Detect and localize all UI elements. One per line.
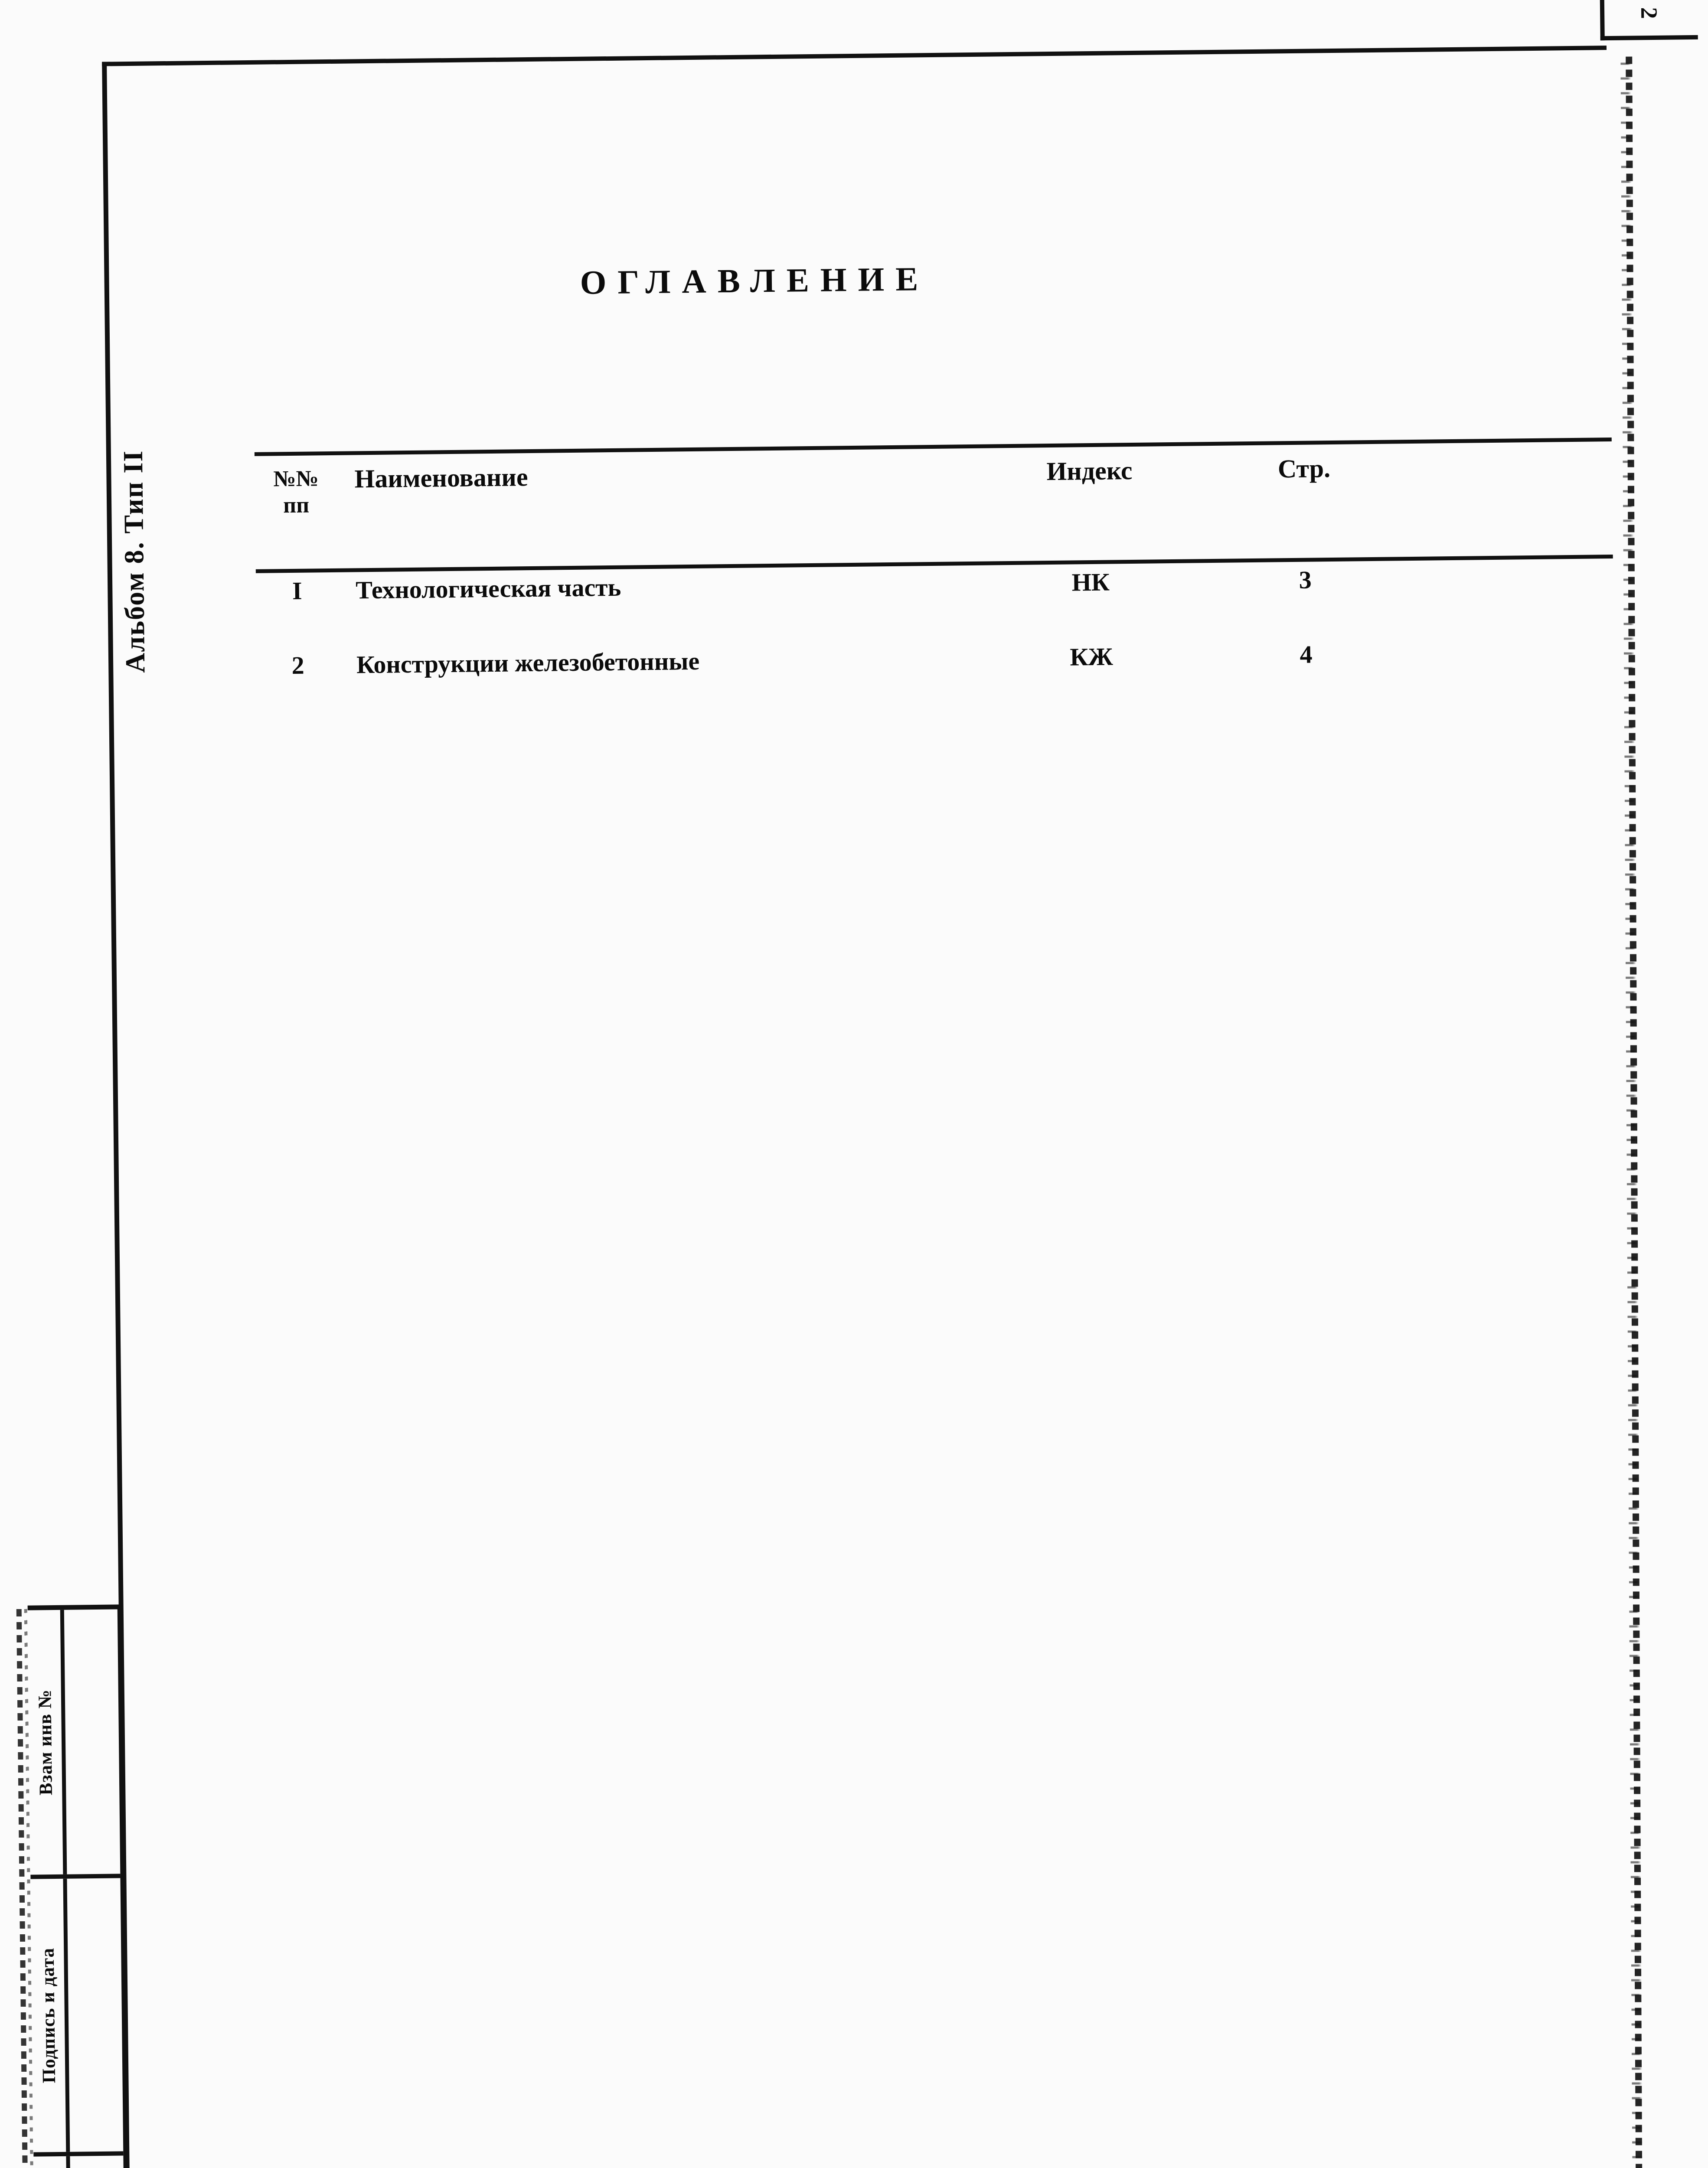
row-name: Конструкции железобетонные — [356, 646, 700, 679]
row-page: 4 — [1300, 640, 1313, 669]
stamp-label-column: Инв № подл — [33, 2156, 73, 2168]
table-header-row: №№ пп Наименование Индекс Стр. — [255, 451, 1613, 566]
page-number-box: 2 — [1600, 0, 1698, 41]
drawing-frame — [102, 46, 1632, 2168]
column-header-number-line1: №№ — [273, 466, 319, 492]
row-number: I — [292, 576, 302, 605]
column-header-page: Стр. — [1277, 454, 1331, 483]
stamp-label-column: Взам инв № — [27, 1610, 67, 1875]
table-row: I Технологическая часть НК 3 — [256, 564, 1614, 653]
page-title: ОГЛАВЛЕНИЕ — [580, 260, 930, 301]
stamp-section-vzam-inv: Взам инв № — [27, 1609, 121, 1879]
row-index: НК — [1071, 568, 1110, 597]
column-header-index: Индекс — [1046, 456, 1133, 486]
album-label: Альбом 8. Тип II — [117, 450, 151, 673]
stamp-label-column: Подпись и дата — [30, 1878, 70, 2152]
stamp-block: Взам инв № Подпись и дата Инв № подл — [27, 1604, 131, 2168]
row-name: Технологическая часть — [355, 573, 621, 604]
column-header-number: №№ пп — [255, 465, 337, 519]
table-row: 2 Конструкции железобетонные КЖ 4 — [257, 639, 1615, 728]
stamp-label-podpis-data: Подпись и дата — [37, 1947, 59, 2083]
stamp-section-inv-podl: Инв № подл — [33, 2155, 126, 2168]
row-number: 2 — [291, 651, 305, 679]
row-page: 3 — [1299, 565, 1312, 594]
column-header-number-line2: пп — [283, 493, 310, 518]
page-number-value: 2 — [1636, 7, 1662, 20]
row-index: КЖ — [1070, 642, 1114, 671]
stamp-section-podpis-data: Подпись и дата — [30, 1878, 124, 2157]
column-header-name: Наименование — [354, 463, 528, 493]
table-body: I Технологическая часть НК 3 2 Конструкц… — [256, 564, 1615, 728]
stamp-label-vzam-inv: Взам инв № — [34, 1689, 56, 1796]
